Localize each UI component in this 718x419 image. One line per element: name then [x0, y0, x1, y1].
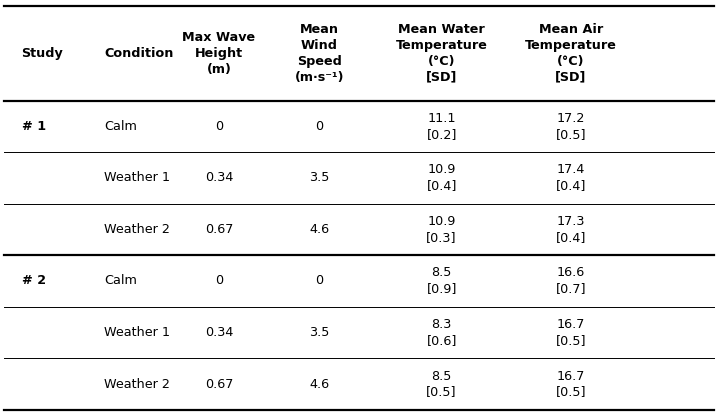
Text: 8.5
[0.5]: 8.5 [0.5] [426, 370, 457, 398]
Text: 10.9
[0.3]: 10.9 [0.3] [426, 215, 457, 244]
Text: # 2: # 2 [22, 274, 46, 287]
Text: Max Wave
Height
(m): Max Wave Height (m) [182, 31, 256, 76]
Text: 11.1
[0.2]: 11.1 [0.2] [426, 112, 457, 141]
Text: 17.3
[0.4]: 17.3 [0.4] [556, 215, 586, 244]
Text: Mean
Wind
Speed
(m·s⁻¹): Mean Wind Speed (m·s⁻¹) [295, 23, 344, 84]
Text: Mean Water
Temperature
(°C)
[SD]: Mean Water Temperature (°C) [SD] [396, 23, 488, 84]
Text: 17.4
[0.4]: 17.4 [0.4] [556, 163, 586, 192]
Text: 0.34: 0.34 [205, 326, 233, 339]
Text: 0.67: 0.67 [205, 223, 233, 236]
Text: 0.67: 0.67 [205, 378, 233, 391]
Text: 16.7
[0.5]: 16.7 [0.5] [556, 318, 586, 347]
Text: Condition: Condition [104, 47, 174, 60]
Text: Weather 2: Weather 2 [104, 378, 170, 391]
Text: Study: Study [22, 47, 63, 60]
Text: 17.2
[0.5]: 17.2 [0.5] [556, 112, 586, 141]
Text: 4.6: 4.6 [309, 378, 330, 391]
Text: 10.9
[0.4]: 10.9 [0.4] [426, 163, 457, 192]
Text: 3.5: 3.5 [309, 326, 330, 339]
Text: Calm: Calm [104, 274, 137, 287]
Text: 16.6
[0.7]: 16.6 [0.7] [556, 266, 586, 295]
Text: Calm: Calm [104, 120, 137, 133]
Text: Mean Air
Temperature
(°C)
[SD]: Mean Air Temperature (°C) [SD] [525, 23, 617, 84]
Text: Weather 2: Weather 2 [104, 223, 170, 236]
Text: 0: 0 [315, 120, 324, 133]
Text: Weather 1: Weather 1 [104, 326, 170, 339]
Text: 4.6: 4.6 [309, 223, 330, 236]
Text: 0: 0 [215, 274, 223, 287]
Text: 0.34: 0.34 [205, 171, 233, 184]
Text: 3.5: 3.5 [309, 171, 330, 184]
Text: 0: 0 [215, 120, 223, 133]
Text: Weather 1: Weather 1 [104, 171, 170, 184]
Text: # 1: # 1 [22, 120, 46, 133]
Text: 8.5
[0.9]: 8.5 [0.9] [426, 266, 457, 295]
Text: 8.3
[0.6]: 8.3 [0.6] [426, 318, 457, 347]
Text: 0: 0 [315, 274, 324, 287]
Text: 16.7
[0.5]: 16.7 [0.5] [556, 370, 586, 398]
